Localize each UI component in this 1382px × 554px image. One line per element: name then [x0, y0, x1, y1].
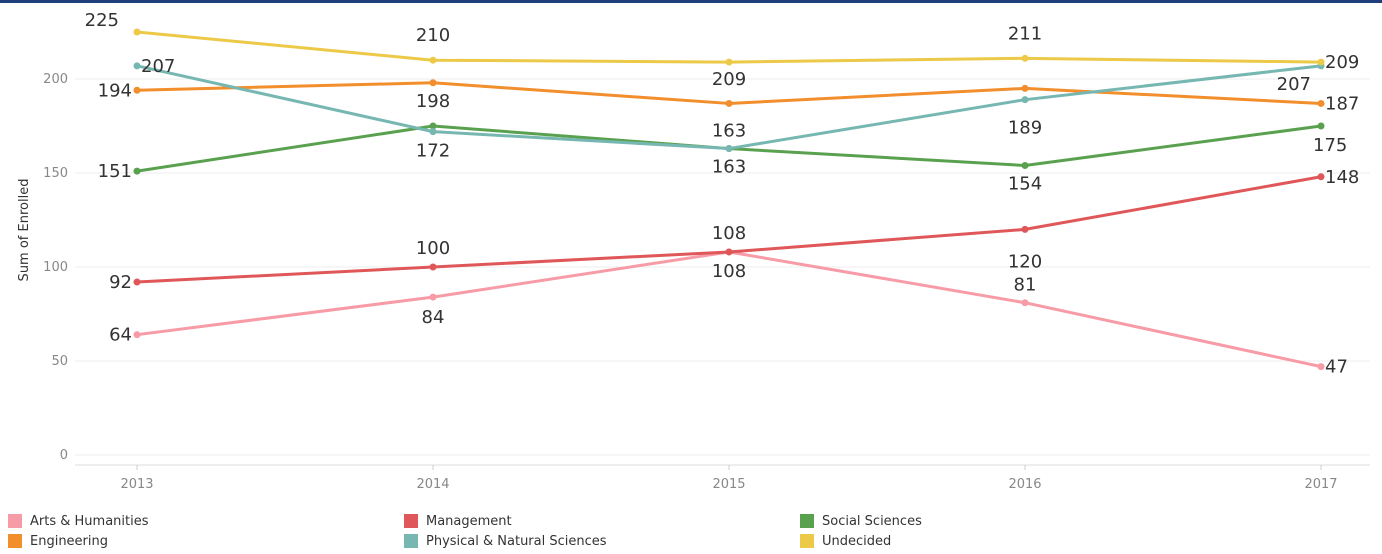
- series-line-5: [136, 30, 1322, 64]
- data-label: 209: [1325, 52, 1359, 73]
- y-axis-label: Sum of Enrolled: [17, 179, 32, 282]
- data-label: 172: [416, 141, 450, 162]
- data-label: 225: [85, 10, 119, 31]
- data-point: [1021, 161, 1029, 169]
- data-point: [1317, 363, 1325, 371]
- legend-swatch: [404, 534, 418, 548]
- data-point: [133, 28, 141, 36]
- y-axis: 0 50 100 150 200: [43, 72, 68, 463]
- legend-label: Arts & Humanities: [30, 513, 149, 529]
- data-label: 211: [1008, 23, 1042, 44]
- data-point: [133, 86, 141, 94]
- data-label: 108: [712, 261, 746, 282]
- data-label: 47: [1325, 357, 1348, 378]
- y-tick-label: 200: [43, 72, 68, 87]
- x-tick-label: 2015: [712, 477, 745, 492]
- legend-label: Management: [426, 513, 512, 529]
- data-point: [1021, 96, 1029, 104]
- legend-swatch: [800, 534, 814, 548]
- data-label: 92: [109, 272, 132, 293]
- data-label: 194: [98, 80, 132, 101]
- data-point: [429, 128, 437, 136]
- data-point: [133, 331, 141, 339]
- data-label: 198: [416, 91, 450, 112]
- data-label: 84: [422, 307, 445, 328]
- gridlines: [75, 78, 1370, 456]
- data-point: [1317, 122, 1325, 130]
- legend: Arts & Humanities Management Social Scienc…: [0, 510, 1382, 554]
- data-point: [1021, 54, 1029, 62]
- x-axis: 2013 2014 2015 2016 2017: [75, 464, 1370, 492]
- data-point: [133, 167, 141, 175]
- line-chart: 0 50 100 150 200 2013 2014 2015 2016 2017 Sum of…: [17, 10, 1370, 492]
- legend-label: Engineering: [30, 533, 108, 549]
- data-point: [429, 293, 437, 301]
- data-point: [1317, 173, 1325, 181]
- data-point: [429, 122, 437, 130]
- data-point: [1021, 225, 1029, 233]
- data-label: 163: [712, 157, 746, 178]
- data-point: [1317, 58, 1325, 66]
- legend-swatch: [8, 534, 22, 548]
- data-point: [1021, 299, 1029, 307]
- legend-item[interactable]: Undecided: [800, 531, 891, 551]
- x-tick-label: 2017: [1304, 477, 1337, 492]
- data-point: [133, 278, 141, 286]
- data-point: [429, 79, 437, 87]
- data-label: 120: [1008, 251, 1042, 272]
- legend-label: Undecided: [822, 533, 892, 549]
- legend-label: Social Sciences: [822, 513, 922, 529]
- legend-item[interactable]: Social Sciences: [800, 511, 922, 531]
- legend-label: Physical & Natural Sciences: [426, 533, 607, 549]
- legend-item[interactable]: Arts & Humanities: [8, 511, 149, 531]
- data-point: [1317, 99, 1325, 107]
- x-tick-label: 2016: [1008, 477, 1041, 492]
- data-label: 100: [416, 238, 450, 259]
- top-rule: [0, 0, 1382, 3]
- data-point: [725, 58, 733, 66]
- data-point: [725, 248, 733, 256]
- data-point: [725, 145, 733, 153]
- x-tick-label: 2014: [416, 477, 449, 492]
- data-point: [725, 99, 733, 107]
- legend-item[interactable]: Engineering: [8, 531, 108, 551]
- data-label: 210: [416, 25, 450, 46]
- series-lines: [133, 28, 1325, 371]
- data-point: [429, 263, 437, 271]
- legend-swatch: [8, 514, 22, 528]
- data-labels: 225 210 209 211 209 207 172 163 189 207 194 198 187 1…: [85, 10, 1360, 378]
- data-label: 175: [1313, 135, 1347, 156]
- data-point: [429, 56, 437, 64]
- y-tick-label: 50: [51, 354, 68, 369]
- y-tick-label: 0: [60, 448, 68, 463]
- data-label: 108: [712, 223, 746, 244]
- data-point: [133, 62, 141, 70]
- data-label: 148: [1325, 167, 1359, 188]
- data-label: 163: [712, 121, 746, 142]
- y-tick-label: 100: [43, 260, 68, 275]
- data-label: 81: [1014, 275, 1037, 296]
- data-label: 64: [109, 325, 132, 346]
- legend-item[interactable]: Physical & Natural Sciences: [404, 531, 607, 551]
- data-label: 151: [98, 161, 132, 182]
- x-tick-label: 2013: [120, 477, 153, 492]
- legend-swatch: [404, 514, 418, 528]
- data-label: 154: [1008, 173, 1042, 194]
- data-label: 207: [141, 56, 175, 77]
- data-label: 187: [1325, 93, 1359, 114]
- legend-item[interactable]: Management: [404, 511, 512, 531]
- data-point: [1021, 84, 1029, 92]
- y-tick-label: 150: [43, 166, 68, 181]
- data-label: 207: [1277, 74, 1311, 95]
- data-label: 189: [1008, 118, 1042, 139]
- legend-swatch: [800, 514, 814, 528]
- data-label: 209: [712, 69, 746, 90]
